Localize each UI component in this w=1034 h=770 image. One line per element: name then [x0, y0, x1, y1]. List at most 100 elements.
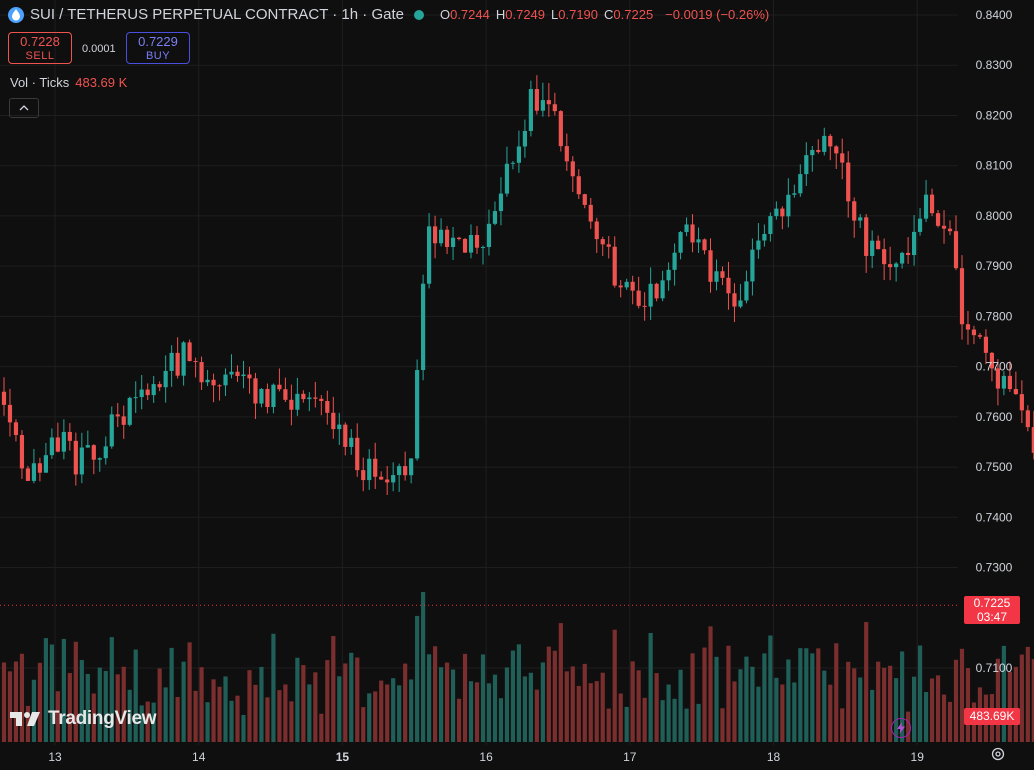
candle: [828, 133, 833, 161]
candle: [379, 471, 384, 480]
price-tick-label: 0.7300: [976, 561, 1013, 575]
time-axis[interactable]: 13 14 15 16 17 18 19: [48, 750, 924, 764]
candle: [947, 220, 953, 236]
candle-body: [630, 281, 635, 291]
volume-bar: [127, 689, 132, 742]
volume-bar: [570, 666, 575, 742]
candle: [906, 237, 911, 264]
sell-button[interactable]: 0.7228 SELL: [8, 32, 72, 64]
candle: [618, 280, 623, 298]
volume-bar: [876, 661, 881, 742]
time-tick-label: 13: [48, 750, 62, 764]
candle: [301, 390, 306, 403]
candle: [37, 457, 43, 482]
volume-bar: [319, 713, 324, 742]
sell-price: 0.7228: [20, 34, 60, 49]
volume-bar: [738, 669, 743, 742]
volume-bar: [552, 650, 557, 742]
candle-body: [678, 232, 683, 253]
candle-body: [169, 352, 174, 371]
candle: [343, 422, 348, 456]
candle: [540, 82, 545, 117]
candle: [528, 80, 533, 137]
volume-bar: [1031, 659, 1034, 742]
candle: [289, 384, 294, 426]
lightning-icon[interactable]: [891, 718, 911, 738]
candle: [804, 142, 809, 186]
candle-body: [750, 249, 755, 282]
candle: [277, 368, 282, 392]
volume-bar: [139, 705, 144, 742]
candle-body: [223, 374, 228, 386]
candle: [636, 276, 641, 309]
symbol-title[interactable]: SUI / TETHERUS PERPETUAL CONTRACT · 1h ·…: [30, 6, 404, 23]
price-axis[interactable]: 0.8400 0.8300 0.8200 0.8100 0.8000 0.7900 0.78…: [976, 8, 1013, 675]
candle: [319, 394, 324, 416]
candle-body: [438, 229, 444, 244]
volume-bar: [780, 684, 785, 742]
candle-body: [540, 100, 545, 111]
candle-body: [1013, 389, 1018, 395]
volume-bar: [193, 690, 198, 742]
candle: [1007, 361, 1012, 392]
candle-body: [774, 208, 779, 217]
volume-bar: [289, 701, 294, 742]
volume-label[interactable]: Vol · Ticks: [10, 75, 70, 90]
candle: [882, 238, 887, 281]
candle-body: [7, 404, 13, 423]
candle-body: [654, 283, 659, 299]
candle-body: [798, 174, 803, 194]
volume-legend: Vol · Ticks 483.69 K: [10, 75, 127, 90]
candle: [61, 419, 66, 460]
candle: [660, 270, 665, 302]
candles: [1, 75, 1034, 495]
candle-body: [941, 225, 947, 229]
buy-label: BUY: [145, 50, 171, 62]
price-tick-label: 0.7600: [976, 410, 1013, 424]
candle-body: [858, 217, 863, 221]
volume-bar: [355, 657, 360, 742]
candle-body: [277, 384, 282, 390]
spread-value: 0.0001: [82, 43, 116, 55]
candle: [307, 392, 312, 412]
candle: [941, 210, 947, 244]
candle-body: [115, 414, 120, 417]
candle: [444, 225, 450, 255]
candle-body: [636, 290, 641, 306]
volume-bar: [917, 645, 923, 742]
candle-body: [624, 281, 629, 288]
candle-body: [241, 374, 246, 377]
tradingview-logo[interactable]: TradingView: [10, 708, 157, 730]
candle: [798, 164, 803, 197]
candle-body: [235, 371, 240, 377]
candle: [73, 432, 78, 486]
candle-body: [25, 468, 31, 481]
candle: [642, 292, 647, 321]
sui-drop-icon[interactable]: [8, 6, 24, 23]
collapse-legend-button[interactable]: [9, 98, 39, 118]
volume-bar: [229, 700, 234, 742]
candle-body: [409, 458, 414, 476]
volume-bar: [432, 646, 438, 742]
volume-bar: [486, 683, 492, 742]
gear-icon[interactable]: [990, 746, 1006, 762]
candle-body: [816, 150, 821, 152]
candle: [708, 238, 713, 293]
candle: [253, 372, 258, 419]
candle: [271, 383, 276, 414]
candle-body: [864, 217, 869, 256]
buy-button[interactable]: 0.7229 BUY: [126, 32, 190, 64]
candle-body: [929, 194, 935, 214]
volume-bar: [846, 661, 851, 742]
candle-countdown: 03:47: [976, 610, 1008, 625]
candle: [421, 274, 426, 381]
candle: [594, 217, 599, 253]
candle: [193, 357, 198, 378]
volume-bar: [157, 668, 162, 742]
volume-bar: [564, 671, 569, 742]
candle-body: [528, 89, 533, 132]
volume-bar: [696, 703, 701, 742]
volume-bar: [492, 674, 498, 742]
candle: [690, 214, 695, 253]
